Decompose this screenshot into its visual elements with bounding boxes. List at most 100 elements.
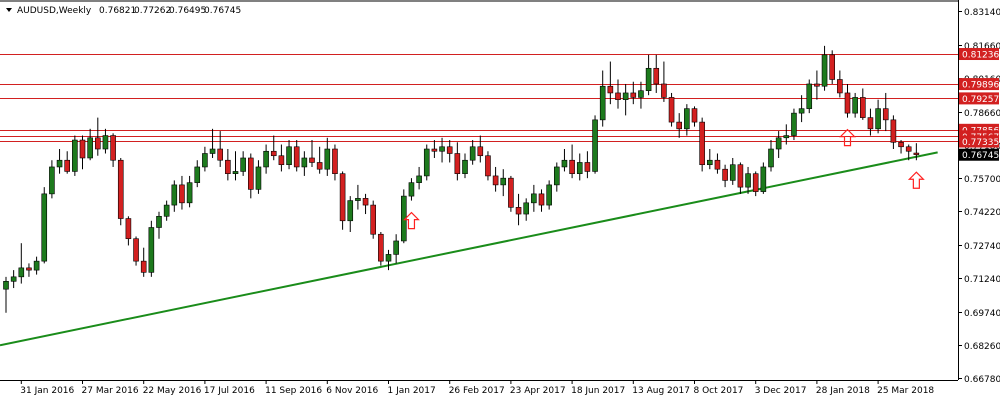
bull-candle-body (49, 166, 55, 195)
candle (898, 140, 904, 154)
bull-candle-body (462, 159, 468, 174)
candle (186, 175, 193, 208)
bull-candle-body (347, 200, 354, 222)
time-tick-label: 6 Nov 2016 (326, 386, 378, 396)
candle (225, 149, 231, 181)
candle (217, 131, 223, 167)
bull-candle-body (240, 157, 246, 172)
bull-candle-body (202, 153, 208, 168)
candle (714, 153, 721, 174)
candle (607, 61, 614, 105)
bull-candle-body (156, 215, 162, 228)
candle (859, 88, 866, 120)
candle (913, 143, 920, 161)
bull-candle-body (638, 90, 644, 98)
candle (729, 157, 736, 185)
candle (668, 92, 675, 127)
resistance-price-label: 0.79257 (959, 92, 999, 105)
bear-candle-body (378, 233, 384, 262)
candle (248, 153, 254, 199)
time-tick-label: 13 Aug 2017 (632, 386, 690, 396)
time-tick-label: 25 Mar 2018 (877, 386, 934, 396)
candle (745, 166, 751, 194)
candle (699, 117, 705, 172)
bull-candle-body (18, 267, 25, 278)
bear-candle-body (538, 193, 545, 206)
candle (10, 270, 17, 289)
header-symbol: AUDUSD,Weekly (17, 6, 92, 16)
header-low: 0.76495 (169, 6, 206, 16)
candle (791, 108, 797, 141)
trendline-layer (0, 151, 938, 347)
bull-candle-body (500, 177, 507, 186)
up-arrow-icon (403, 211, 420, 230)
candle (87, 128, 93, 161)
bull-candle-body (729, 164, 736, 181)
candle (278, 144, 285, 172)
bull-candle-body (553, 166, 560, 186)
candle (163, 200, 170, 221)
bull-candle-body (263, 150, 269, 168)
bear-candle-body (477, 146, 484, 157)
bull-candle-body (706, 159, 713, 166)
candle (270, 135, 277, 161)
bear-candle-body (829, 54, 836, 80)
candle (18, 243, 25, 284)
candle (362, 193, 369, 215)
candle (339, 171, 346, 230)
header-close: 0.76745 (204, 6, 241, 16)
bear-candle-body (370, 204, 377, 235)
support-trendline[interactable] (0, 151, 938, 347)
symbol-dropdown-icon[interactable] (6, 8, 12, 12)
bear-candle-body (125, 218, 132, 240)
candle (316, 146, 323, 174)
candle (622, 83, 629, 116)
time-tick-label: 26 Feb 2017 (449, 386, 505, 396)
candle (783, 124, 790, 145)
candle (706, 149, 713, 170)
candle (79, 135, 86, 170)
resistance-price-label-text: 0.81236 (962, 51, 999, 61)
bull-candle-body (301, 157, 308, 168)
candle (538, 189, 545, 212)
bull-candle-body (255, 166, 262, 190)
bear-candle-body (905, 146, 912, 152)
candle (615, 79, 621, 109)
candle (882, 92, 889, 132)
candle (332, 144, 338, 181)
bull-candle-body (760, 166, 767, 192)
candle (576, 153, 583, 181)
time-tick-label: 17 Jul 2016 (204, 386, 255, 396)
candle (515, 193, 522, 226)
bull-candle-body (385, 254, 392, 262)
header-high: 0.77262 (134, 6, 171, 16)
candle (775, 131, 782, 158)
time-axis-ticks: 31 Jan 2016 27 Mar 2016 22 May 2016 17 Jul … (20, 380, 934, 396)
resistance-price-label: 0.77335 (959, 135, 999, 148)
candle (905, 144, 912, 161)
candle (293, 140, 300, 172)
current-price-label-text: 0.76745 (962, 151, 999, 161)
resistance-price-label-bg (959, 48, 999, 61)
bear-candle-body (913, 152, 920, 155)
candle (156, 211, 162, 239)
bull-candle-body (806, 83, 813, 109)
candle (56, 149, 63, 174)
candle (378, 231, 384, 266)
candle (638, 81, 644, 109)
bull-candle-body (768, 148, 774, 168)
candle (194, 160, 201, 188)
candle (133, 236, 139, 266)
time-tick-label: 3 Dec 2017 (755, 386, 807, 396)
price-tick-label: 0.78660 (964, 109, 1000, 119)
bear-candle-body (859, 97, 866, 118)
bull-candle-body (171, 184, 178, 206)
bear-candle-body (278, 155, 285, 166)
candle (416, 166, 422, 190)
time-tick-label: 18 Jun 2017 (571, 386, 625, 396)
price-tick-label: 0.75700 (964, 175, 1000, 185)
bear-candle-body (515, 207, 522, 215)
bull-candle-body (439, 146, 445, 152)
axes (0, 0, 959, 381)
